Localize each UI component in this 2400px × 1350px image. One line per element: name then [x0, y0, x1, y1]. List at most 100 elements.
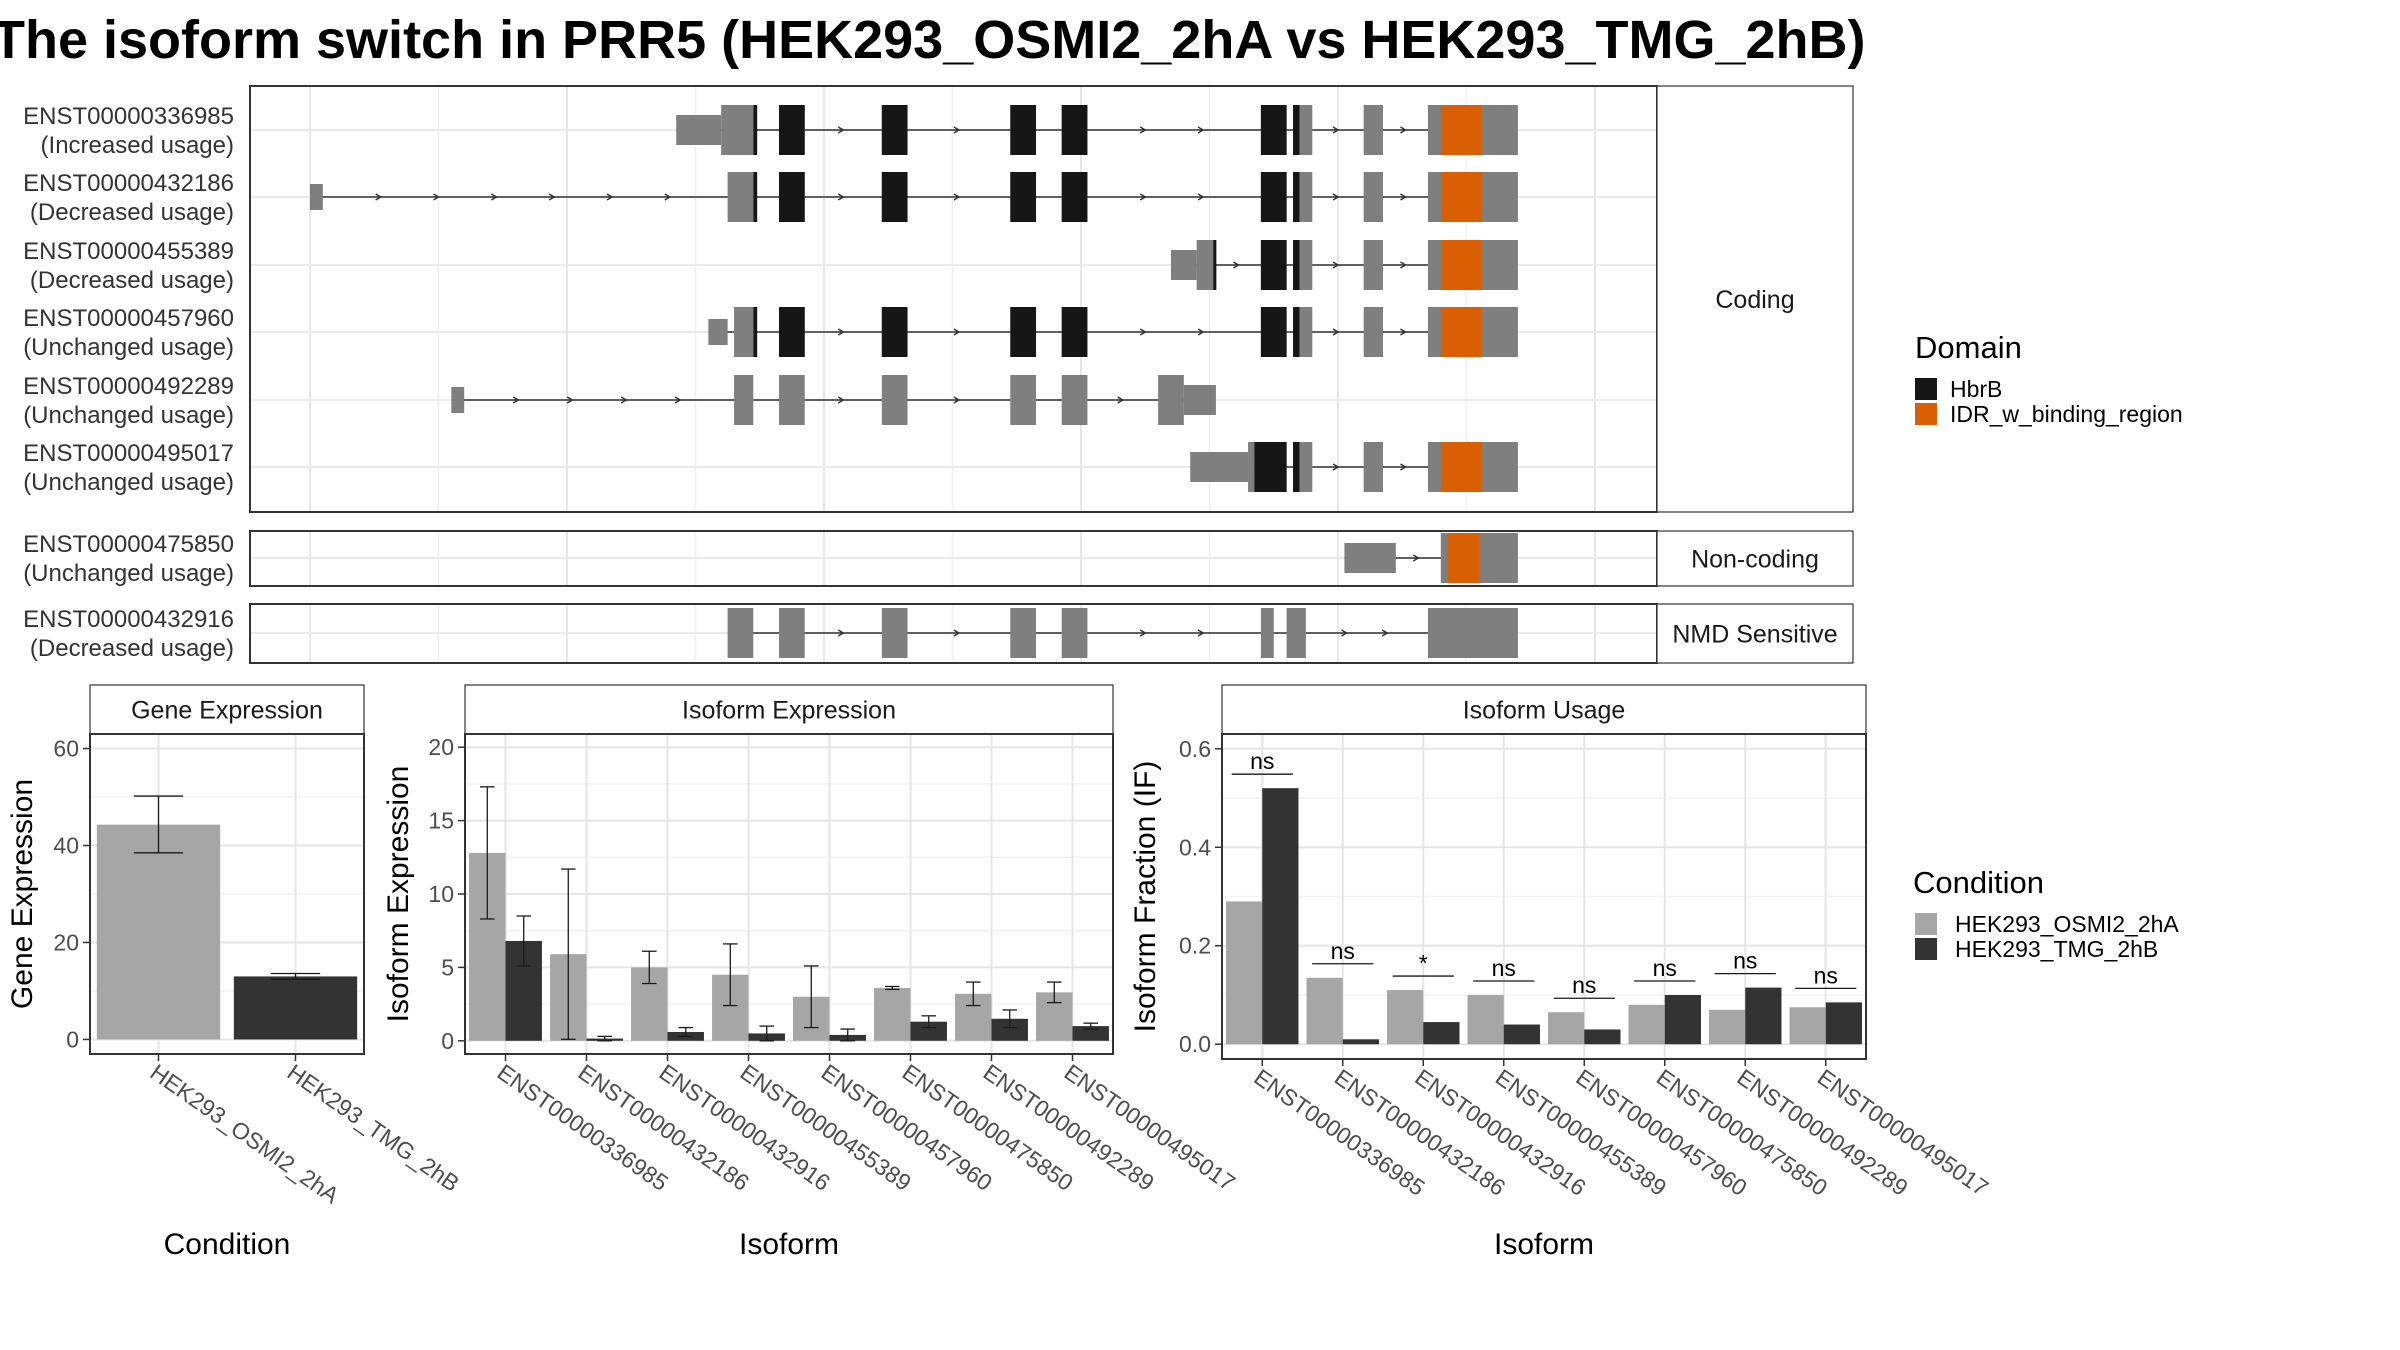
bar — [1664, 994, 1701, 1045]
bar — [1825, 1002, 1862, 1045]
bar — [96, 824, 221, 1040]
transcript-usage-label: (Unchanged usage) — [23, 402, 234, 429]
domain-idr-block — [1440, 442, 1467, 492]
transcript-usage-label: (Unchanged usage) — [23, 560, 234, 587]
domain-idr-block — [1466, 240, 1482, 290]
intron-direction-arrow — [953, 629, 961, 637]
isoform-usage-panel: Isoform Usage ns ns * ns ns ns ns ns 0.0 0.2 0.4 0.6… — [1129, 684, 1993, 1261]
bar — [1423, 1022, 1460, 1045]
domain-hbrb-block — [1293, 172, 1300, 222]
x-axis-title: Isoform — [739, 1228, 839, 1261]
panel-strip-label: Isoform Expression — [682, 697, 896, 725]
intron-direction-arrow — [1197, 193, 1205, 201]
intron-direction-arrow — [1332, 463, 1340, 471]
domain-hbrb-block — [1260, 307, 1287, 357]
exon-block — [1158, 375, 1184, 425]
y-axis-title: Gene Expression — [6, 779, 39, 1009]
facet-strip-label: Coding — [1715, 286, 1794, 314]
exon-block — [1363, 307, 1383, 357]
bar — [1709, 1009, 1746, 1045]
significance-label: ns — [1492, 955, 1516, 981]
bar — [1226, 901, 1263, 1045]
panel-strip-label: Gene Expression — [131, 697, 323, 725]
intron-direction-arrow — [953, 193, 961, 201]
transcript-id-label: ENST00000492289 — [23, 373, 234, 400]
exon-block — [1363, 105, 1383, 155]
transcript-id-label: ENST00000336985 — [23, 103, 234, 130]
exon-block — [1061, 608, 1088, 658]
y-tick-label: 60 — [53, 736, 79, 762]
exon-block — [1286, 608, 1306, 658]
y-tick-label: 0.4 — [1179, 834, 1211, 860]
transcript-ENST00000457960 — [708, 307, 1518, 357]
exon-block — [727, 172, 754, 222]
domain-hbrb-block — [753, 307, 758, 357]
y-tick-label: 0.6 — [1179, 736, 1211, 762]
transcript-ENST00000336985 — [676, 105, 1518, 155]
intron-direction-arrow — [375, 193, 383, 201]
significance-label: ns — [1814, 962, 1838, 988]
significance-label: ns — [1653, 955, 1677, 981]
intron-direction-arrow — [1400, 463, 1407, 471]
exon-block — [779, 608, 805, 658]
condition-legend-title: Condition — [1913, 865, 2044, 900]
panel-strip-label: Isoform Usage — [1463, 697, 1626, 725]
isoform-expression-panel: Isoform Expression05101520ENST0000033698… — [382, 684, 1240, 1261]
intron-direction-arrow — [664, 193, 672, 201]
intron-direction-arrow — [1139, 126, 1147, 134]
panel-strip — [464, 684, 1114, 735]
transcript-ENST00000432916 — [727, 608, 1518, 658]
transcript-id-label: ENST00000432186 — [23, 170, 234, 197]
exon-block — [676, 115, 722, 145]
intron-direction-arrow — [1139, 193, 1147, 201]
domain-hbrb-block — [1260, 105, 1287, 155]
domain-hbrb-block — [1293, 240, 1300, 290]
intron-direction-arrow — [548, 193, 556, 201]
facet-strip-label: Non-coding — [1691, 546, 1819, 574]
bar — [1503, 1024, 1540, 1045]
exon-block — [1010, 375, 1037, 425]
transcript-ENST00000495017 — [1190, 442, 1518, 492]
exon-block — [721, 105, 754, 155]
domain-hbrb-block — [779, 105, 805, 155]
transcript-id-label: ENST00000432916 — [23, 606, 234, 633]
domain-idr-block — [1466, 442, 1482, 492]
intron-direction-arrow — [433, 193, 440, 201]
intron-direction-arrow — [1233, 261, 1240, 269]
domain-hbrb-block — [1260, 240, 1287, 290]
y-tick-label: 0.0 — [1179, 1031, 1211, 1057]
y-tick-label: 20 — [53, 929, 79, 955]
domain-idr-block — [1440, 240, 1467, 290]
bar — [1387, 990, 1424, 1045]
bar — [1342, 1039, 1379, 1045]
intron-direction-arrow — [1139, 629, 1147, 637]
exon-block — [1183, 385, 1216, 415]
y-axis-title: Isoform Fraction (IF) — [1129, 761, 1162, 1033]
bar — [1628, 1004, 1665, 1045]
transcript-usage-label: (Increased usage) — [41, 132, 234, 159]
exon-block — [1427, 608, 1518, 658]
domain-hbrb-block — [779, 307, 805, 357]
domain-hbrb-block — [753, 172, 758, 222]
intron-direction-arrow — [1197, 629, 1205, 637]
structure-facet-0: Coding — [249, 85, 1854, 513]
y-tick-label: 0 — [66, 1026, 79, 1052]
intron-direction-arrow — [1400, 261, 1407, 269]
intron-direction-arrow — [566, 396, 574, 404]
facet-strip — [1656, 85, 1854, 513]
y-tick-label: 0.2 — [1179, 933, 1211, 959]
transcript-ENST00000475850 — [1344, 533, 1518, 583]
transcript-usage-label: (Decreased usage) — [30, 199, 234, 226]
structure-panel-background — [250, 86, 1657, 512]
intron-direction-arrow — [837, 193, 845, 201]
figure-title: The isoform switch in PRR5 (HEK293_OSMI2… — [0, 10, 1866, 70]
domain-hbrb-block — [1293, 307, 1300, 357]
intron-direction-arrow — [674, 396, 682, 404]
exon-block — [1363, 442, 1383, 492]
domain-legend-key — [1915, 403, 1937, 425]
significance-label: ns — [1733, 948, 1757, 974]
intron-direction-arrow — [1332, 261, 1340, 269]
domain-idr-block — [1440, 105, 1467, 155]
intron-direction-arrow — [1117, 396, 1125, 404]
exon-block — [734, 307, 754, 357]
